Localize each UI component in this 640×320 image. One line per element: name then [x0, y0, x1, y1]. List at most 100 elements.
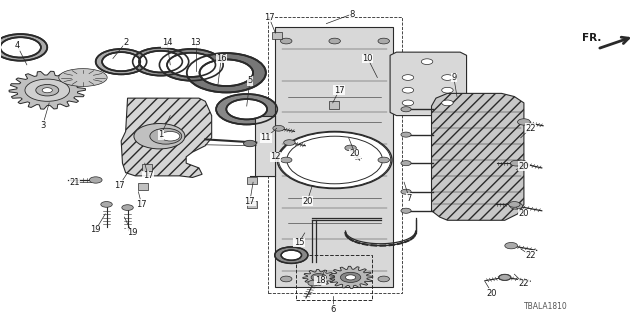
Text: 21: 21 [69, 178, 80, 187]
Circle shape [280, 157, 292, 163]
Circle shape [0, 37, 41, 58]
Circle shape [167, 53, 216, 77]
Text: 9: 9 [451, 73, 456, 82]
Polygon shape [328, 266, 373, 288]
Bar [255, 116, 275, 176]
Circle shape [442, 75, 453, 80]
Circle shape [280, 38, 292, 44]
Text: 20: 20 [487, 289, 497, 298]
Bar [141, 164, 152, 172]
Circle shape [308, 280, 319, 286]
FancyBboxPatch shape [275, 27, 394, 287]
Polygon shape [303, 269, 335, 285]
Circle shape [499, 275, 511, 280]
Circle shape [401, 132, 411, 137]
Text: 17: 17 [143, 172, 153, 180]
Circle shape [505, 243, 518, 249]
Text: 20: 20 [518, 209, 529, 219]
Circle shape [0, 34, 47, 61]
Circle shape [216, 94, 277, 124]
Circle shape [311, 274, 326, 281]
Circle shape [378, 157, 390, 163]
Text: FR.: FR. [582, 33, 602, 43]
Circle shape [275, 247, 308, 263]
Polygon shape [390, 52, 467, 116]
Circle shape [442, 87, 453, 93]
Circle shape [284, 135, 386, 185]
Text: TBALA1810: TBALA1810 [524, 302, 568, 311]
Text: 17: 17 [334, 86, 344, 95]
Circle shape [36, 84, 59, 96]
Bar [296, 255, 372, 300]
Text: 17: 17 [136, 200, 147, 209]
Circle shape [277, 132, 392, 188]
Circle shape [100, 202, 112, 207]
Circle shape [281, 250, 301, 260]
Bar [268, 17, 401, 293]
Circle shape [244, 140, 256, 147]
Text: 17: 17 [114, 181, 125, 190]
Circle shape [402, 100, 413, 106]
Bar [329, 101, 339, 108]
Circle shape [378, 276, 390, 282]
Text: 7: 7 [406, 194, 412, 203]
Text: 18: 18 [315, 276, 325, 285]
Text: 19: 19 [127, 228, 137, 237]
Circle shape [402, 87, 413, 93]
Text: 17: 17 [264, 13, 275, 22]
Circle shape [340, 272, 361, 283]
Circle shape [346, 275, 356, 280]
Text: 19: 19 [90, 225, 101, 234]
Circle shape [401, 208, 411, 213]
Circle shape [345, 145, 356, 151]
Text: 5: 5 [247, 76, 253, 85]
Text: 16: 16 [216, 54, 227, 63]
Bar [246, 201, 257, 208]
Circle shape [150, 128, 182, 144]
Circle shape [510, 203, 523, 209]
Circle shape [122, 205, 133, 211]
Text: 13: 13 [191, 38, 201, 47]
Circle shape [159, 49, 223, 81]
Text: 2: 2 [123, 38, 128, 47]
Circle shape [515, 160, 527, 166]
Bar [138, 183, 148, 190]
Polygon shape [9, 71, 86, 109]
Circle shape [42, 88, 52, 93]
Text: 1: 1 [158, 130, 163, 139]
Text: 20: 20 [518, 162, 529, 171]
Circle shape [273, 125, 284, 131]
Circle shape [134, 124, 185, 149]
Text: 3: 3 [40, 121, 45, 130]
Circle shape [227, 99, 267, 119]
Circle shape [402, 75, 413, 80]
Circle shape [499, 274, 511, 281]
Circle shape [161, 132, 180, 141]
Text: 14: 14 [162, 38, 172, 47]
Circle shape [329, 38, 340, 44]
Circle shape [509, 202, 520, 207]
Text: 17: 17 [244, 197, 255, 206]
Text: 20: 20 [302, 197, 312, 206]
Circle shape [25, 79, 70, 101]
Text: 15: 15 [294, 238, 304, 247]
Circle shape [187, 53, 266, 92]
Circle shape [401, 189, 411, 194]
Circle shape [200, 60, 253, 86]
Polygon shape [431, 93, 524, 220]
Text: 12: 12 [270, 152, 281, 161]
Ellipse shape [59, 69, 107, 86]
Circle shape [518, 119, 531, 125]
Bar [271, 32, 282, 39]
Text: 20: 20 [350, 149, 360, 158]
Circle shape [280, 276, 292, 282]
Text: 22: 22 [525, 124, 536, 133]
Text: 22: 22 [525, 251, 536, 260]
Circle shape [401, 107, 411, 112]
Circle shape [102, 52, 140, 71]
Circle shape [421, 59, 433, 65]
Text: 6: 6 [330, 305, 335, 314]
Circle shape [132, 48, 189, 76]
Circle shape [284, 140, 295, 145]
Text: 11: 11 [260, 133, 271, 142]
